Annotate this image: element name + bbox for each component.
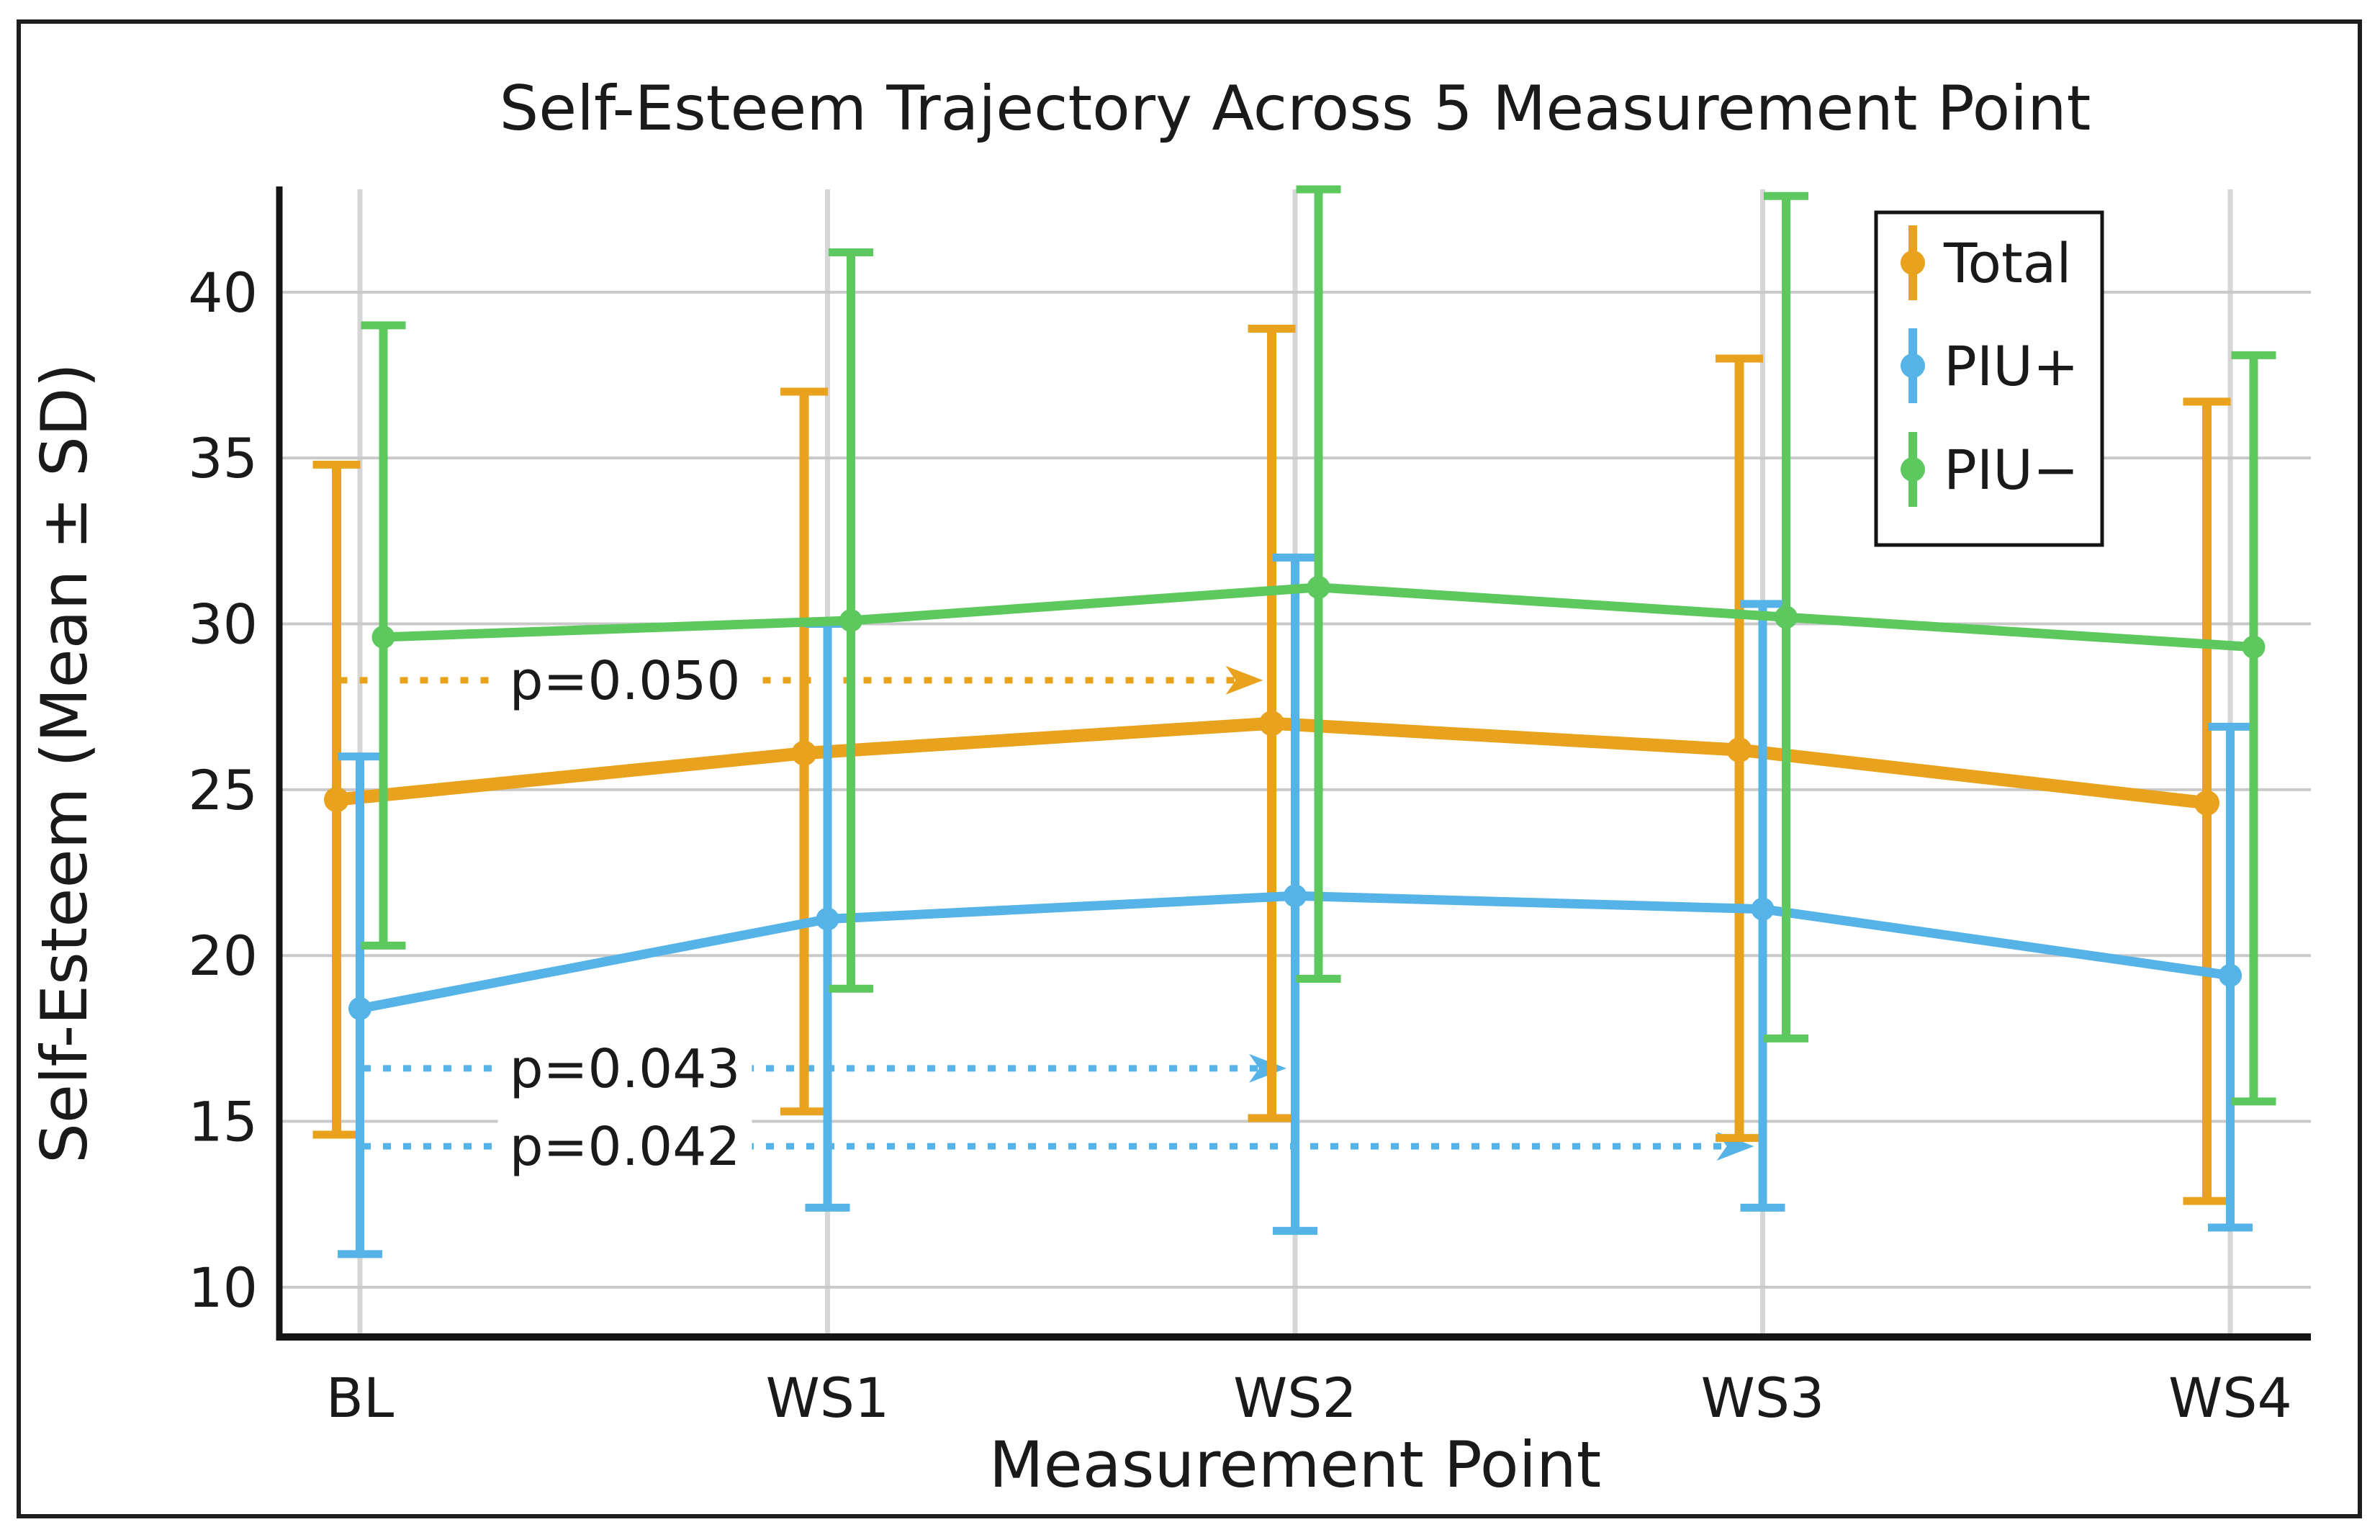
y-tick-label: 35: [188, 426, 258, 490]
errorbar-marker-icon: [1901, 328, 1925, 403]
data-point-marker: [1307, 575, 1330, 599]
error-bar: [2231, 351, 2276, 1106]
legend-label-piu-minus: PIU−: [1944, 438, 2079, 502]
data-point-marker: [1775, 605, 1798, 629]
label-background: [497, 1113, 752, 1181]
label-background: [497, 1035, 752, 1103]
x-tick-label: BL: [326, 1366, 394, 1430]
x-axis-title: Measurement Point: [989, 1428, 1602, 1502]
p-value-annotation: p=0.050: [339, 647, 1263, 715]
arrowhead-icon: [1225, 665, 1263, 695]
label-background: [497, 647, 752, 715]
series-PIU−: [361, 185, 2276, 1106]
series-PIU+: [338, 553, 2253, 1258]
x-tick-label: WS3: [1701, 1366, 1825, 1430]
legend-label-piu-plus: PIU+: [1944, 334, 2079, 398]
errorbar-marker-icon: [1901, 225, 1925, 300]
p-value-label: p=0.042: [510, 1116, 741, 1178]
p-value-annotation: p=0.043: [363, 1035, 1286, 1103]
y-tick-label: 20: [188, 924, 258, 988]
y-tick-label: 15: [188, 1090, 258, 1154]
data-point-marker: [324, 787, 349, 813]
legend: Total PIU+ PIU−: [1874, 210, 2104, 547]
tick-labels: 10 15 20 25 30 35 40 BL WS1 WS2 WS3 WS4: [188, 261, 2292, 1430]
chart-title: Self-Esteem Trajectory Across 5 Measurem…: [500, 73, 2091, 145]
y-tick-label: 25: [188, 758, 258, 822]
p-value-label: p=0.050: [510, 650, 741, 712]
data-point-marker: [2194, 790, 2219, 816]
data-point-marker: [2242, 635, 2266, 659]
data-point-marker: [816, 907, 839, 931]
errorbar-marker-icon: [1901, 432, 1925, 507]
data-point-marker: [371, 625, 395, 649]
data-point-marker: [839, 608, 862, 632]
data-series: [312, 185, 2276, 1258]
legend-item-piu-plus: PIU+: [1901, 328, 2079, 403]
data-point-marker: [2219, 963, 2242, 987]
legend-label-total: Total: [1943, 231, 2072, 295]
series-Total: [312, 324, 2231, 1205]
data-point-marker: [1726, 737, 1752, 763]
x-tick-label: WS2: [1233, 1366, 1357, 1430]
p-value-annotation: p=0.042: [363, 1113, 1754, 1181]
data-point-marker: [791, 740, 817, 766]
y-tick-label: 40: [188, 261, 258, 325]
legend-item-total: Total: [1901, 225, 2072, 300]
y-axis-title: Self-Esteem (Mean ± SD): [27, 363, 102, 1163]
p-value-label: p=0.043: [510, 1038, 741, 1100]
figure-border: [17, 19, 2362, 1518]
y-tick-label: 30: [188, 593, 258, 657]
significance-annotations: p=0.050 p=0.043 p=0.042: [339, 647, 1754, 1181]
x-tick-label: WS4: [2168, 1366, 2292, 1430]
data-point-marker: [1751, 897, 1775, 921]
data-point-marker: [1259, 711, 1284, 737]
data-point-marker: [1284, 884, 1307, 908]
legend-item-piu-minus: PIU−: [1901, 432, 2079, 507]
x-tick-label: WS1: [766, 1366, 890, 1430]
y-tick-label: 10: [188, 1256, 258, 1320]
data-point-marker: [348, 996, 371, 1020]
